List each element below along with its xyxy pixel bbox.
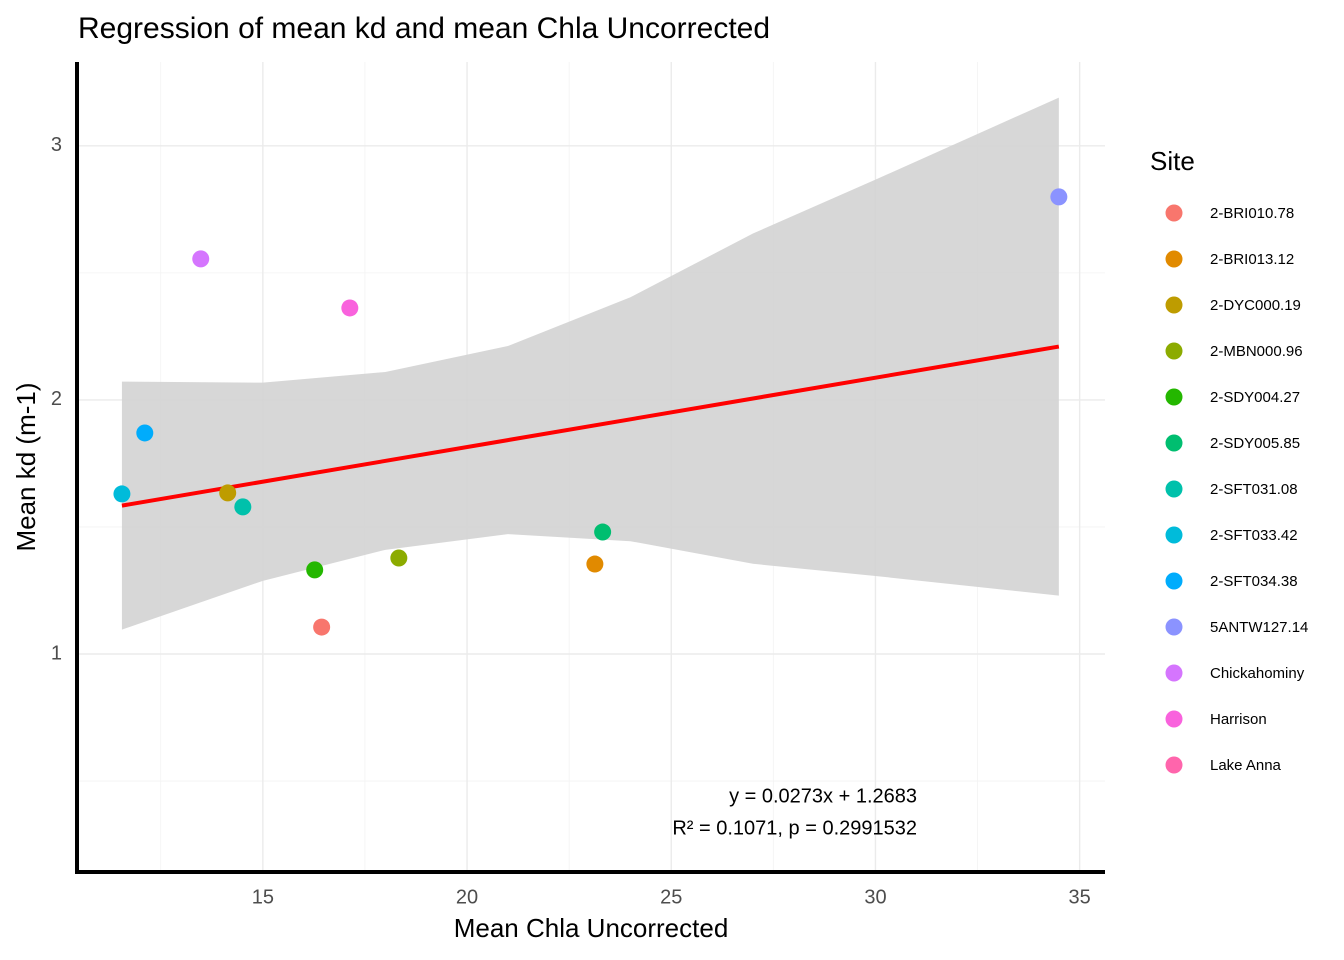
- point: [113, 485, 131, 503]
- annotation: y = 0.0273x + 1.2683: [729, 785, 917, 807]
- point: [341, 299, 359, 317]
- legend-marker: [1165, 572, 1183, 590]
- regression-line: [121, 344, 1060, 508]
- legend-label: 2-SFT034.38: [1210, 573, 1298, 590]
- legend-label: 2-BRI010.78: [1210, 205, 1294, 222]
- point: [136, 424, 154, 442]
- point: [234, 498, 252, 516]
- x-tick-label: 35: [1069, 886, 1091, 908]
- y-tick-label: 2: [51, 388, 62, 410]
- legend-marker: [1165, 618, 1183, 636]
- point: [306, 561, 324, 579]
- x-tick-label: 30: [864, 886, 886, 908]
- legend-label: 2-DYC000.19: [1210, 297, 1301, 314]
- legend-marker: [1165, 388, 1183, 406]
- legend-marker: [1165, 664, 1183, 682]
- x-tick-label: 15: [252, 886, 274, 908]
- legend-label: 2-MBN000.96: [1210, 343, 1303, 360]
- legend-title: Site: [1150, 146, 1195, 176]
- legend-marker: [1165, 434, 1183, 452]
- legend-marker: [1165, 296, 1183, 314]
- x-tick-label: 20: [456, 886, 478, 908]
- x-tick-label: 25: [660, 886, 682, 908]
- legend-label: 2-SFT033.42: [1210, 527, 1298, 544]
- point: [390, 549, 408, 567]
- annotation: R² = 0.1071, p = 0.2991532: [672, 817, 917, 839]
- legend-label: 2-SFT031.08: [1210, 481, 1298, 498]
- legend-marker: [1165, 480, 1183, 498]
- chart-title: Regression of mean kd and mean Chla Unco…: [78, 12, 770, 45]
- legend-label: Chickahominy: [1210, 665, 1305, 682]
- legend-marker: [1165, 204, 1183, 222]
- y-axis-label: Mean kd (m-1): [11, 382, 41, 551]
- confidence-band: [121, 97, 1059, 630]
- legend-marker: [1165, 250, 1183, 268]
- legend-marker: [1165, 342, 1183, 360]
- x-axis-label: Mean Chla Uncorrected: [454, 913, 729, 943]
- legend-label: 2-SDY004.27: [1210, 389, 1300, 406]
- point: [586, 555, 604, 573]
- legend-label: Harrison: [1210, 711, 1267, 728]
- point: [594, 523, 612, 541]
- legend-label: 2-BRI013.12: [1210, 251, 1294, 268]
- legend-marker: [1165, 710, 1183, 728]
- point: [219, 484, 237, 502]
- legend-marker: [1165, 756, 1183, 774]
- y-tick-label: 3: [51, 134, 62, 156]
- point: [313, 618, 331, 636]
- point: [1050, 188, 1068, 206]
- y-tick-label: 1: [51, 642, 62, 664]
- point: [192, 250, 210, 268]
- legend-label: 5ANTW127.14: [1210, 619, 1308, 636]
- legend-label: Lake Anna: [1210, 757, 1282, 774]
- legend-marker: [1165, 526, 1183, 544]
- legend-label: 2-SDY005.85: [1210, 435, 1300, 452]
